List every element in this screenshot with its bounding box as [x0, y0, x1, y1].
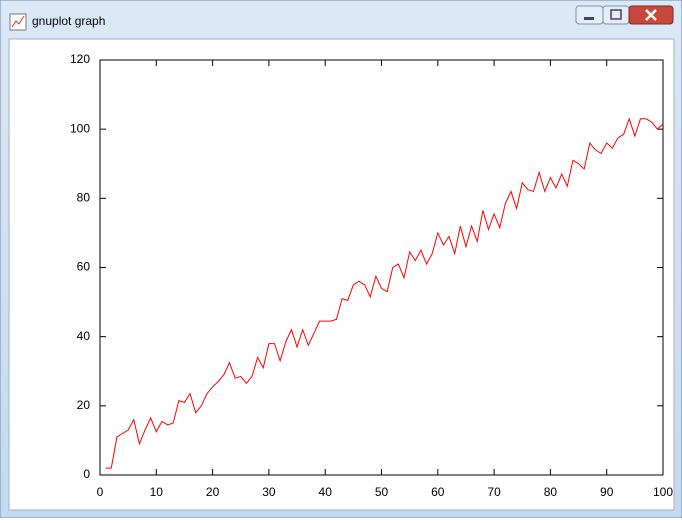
x-tick-label: 30 — [262, 485, 276, 499]
client-area — [8, 38, 675, 511]
minimize-button[interactable] — [575, 5, 604, 25]
window-title: gnuplot graph — [32, 14, 105, 28]
x-tick-label: 90 — [600, 485, 614, 499]
x-tick-label: 0 — [97, 485, 104, 499]
y-tick-label: 60 — [77, 260, 91, 274]
x-tick-label: 100 — [653, 485, 673, 499]
x-tick-label: 60 — [431, 485, 445, 499]
x-tick-label: 10 — [150, 485, 164, 499]
window-icon — [9, 13, 27, 31]
x-tick-label: 80 — [544, 485, 558, 499]
x-tick-label: 50 — [375, 485, 389, 499]
x-tick-label: 40 — [319, 485, 333, 499]
y-tick-label: 120 — [70, 52, 90, 66]
x-tick-label: 70 — [487, 485, 501, 499]
y-tick-label: 80 — [77, 191, 91, 205]
data-line — [105, 117, 664, 469]
y-tick-label: 100 — [70, 121, 90, 135]
y-tick-label: 40 — [77, 329, 91, 343]
y-tick-label: 0 — [83, 467, 90, 481]
y-tick-label: 20 — [77, 398, 91, 412]
close-button[interactable] — [628, 5, 674, 25]
x-tick-label: 20 — [206, 485, 220, 499]
maximize-button[interactable] — [602, 5, 630, 25]
